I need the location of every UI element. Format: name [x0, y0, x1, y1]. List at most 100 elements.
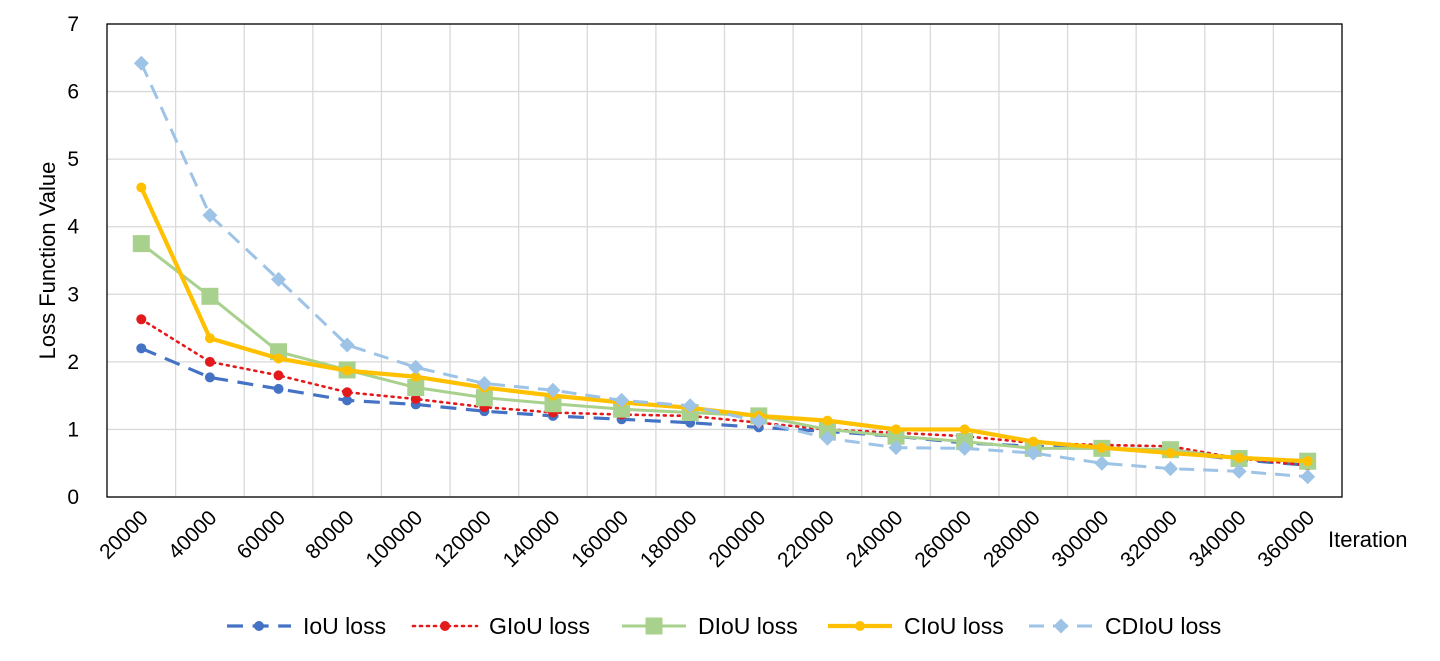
x-tick-label: 340000: [1185, 506, 1251, 572]
data-point: [957, 440, 973, 456]
data-point: [476, 375, 492, 391]
y-tick-label: 1: [67, 418, 79, 441]
data-point: [614, 392, 630, 408]
data-point: [1231, 463, 1247, 479]
data-point: [1302, 456, 1313, 467]
data-point: [271, 271, 287, 287]
x-tick-label: 300000: [1048, 506, 1114, 572]
x-tick-label: 360000: [1253, 506, 1319, 572]
data-point: [273, 370, 284, 381]
x-tick-label: 200000: [705, 506, 771, 572]
data-point: [1028, 436, 1039, 447]
data-point: [273, 383, 284, 394]
legend-marker: [254, 621, 264, 631]
x-tick-label: 220000: [773, 506, 839, 572]
x-tick-label: 80000: [301, 506, 359, 564]
plot-area-border: [106, 23, 1343, 498]
legend-label: CDIoU loss: [1105, 613, 1221, 639]
legend-item: GIoU loss: [411, 613, 590, 639]
legend-marker: [645, 617, 663, 635]
series-line: [140, 317, 1309, 467]
x-axis-title: Iteration: [1328, 527, 1408, 552]
data-point: [136, 182, 147, 193]
data-point: [1162, 461, 1178, 477]
data-point: [204, 333, 215, 344]
data-point: [410, 371, 421, 382]
data-point: [408, 359, 424, 375]
grid: [107, 23, 1342, 498]
x-tick-label: 40000: [164, 506, 222, 564]
y-tick-label: 3: [67, 283, 79, 306]
legend-marker: [1053, 618, 1069, 634]
data-point: [133, 55, 149, 71]
series-ciou-loss: [136, 182, 1313, 467]
y-tick-label: 4: [67, 216, 79, 239]
y-axis-ticks: 0 1 2 3 4 5 6 7: [67, 13, 79, 509]
data-point: [407, 379, 425, 397]
data-point: [819, 430, 835, 446]
legend-item: CDIoU loss: [1029, 613, 1221, 639]
data-point: [204, 356, 215, 367]
x-tick-label: 100000: [361, 506, 427, 572]
legend-marker: [855, 621, 865, 631]
x-tick-label: 20000: [95, 506, 153, 564]
legend-label: IoU loss: [303, 613, 386, 639]
series-line: [139, 186, 1308, 464]
legend-item: CIoU loss: [828, 613, 1004, 639]
legend-item: DIoU loss: [622, 613, 798, 639]
data-point: [339, 337, 355, 353]
data-point: [475, 389, 493, 407]
data-point: [544, 395, 562, 413]
data-point: [204, 372, 215, 383]
series-cdiou-loss: [133, 55, 1316, 485]
data-point: [818, 420, 836, 438]
data-point: [136, 343, 147, 354]
x-tick-label: 140000: [499, 506, 565, 572]
data-point: [751, 413, 767, 429]
data-point: [136, 314, 147, 325]
data-point: [410, 394, 421, 405]
data-point: [959, 424, 970, 435]
data-point: [202, 207, 218, 223]
data-point: [342, 395, 353, 406]
data-point: [1165, 448, 1176, 459]
series-line: [139, 62, 1308, 479]
legend-label: GIoU loss: [489, 613, 590, 639]
data-point: [1096, 442, 1107, 453]
x-tick-label: 180000: [636, 506, 702, 572]
x-tick-label: 240000: [842, 506, 908, 572]
data-point: [822, 415, 833, 426]
legend: IoU loss GIoU loss DIoU loss CIoU loss CDIoU…: [227, 613, 1221, 639]
legend-label: CIoU loss: [904, 613, 1004, 639]
data-point: [342, 387, 353, 398]
y-tick-label: 0: [67, 486, 79, 509]
data-point: [891, 424, 902, 435]
x-tick-label: 260000: [910, 506, 976, 572]
data-point: [342, 365, 353, 376]
y-tick-label: 6: [67, 81, 79, 104]
data-point: [545, 382, 561, 398]
legend-marker: [440, 621, 450, 631]
x-tick-label: 160000: [567, 506, 633, 572]
legend-label: DIoU loss: [698, 613, 798, 639]
x-tick-label: 280000: [979, 506, 1045, 572]
x-axis-ticks: 20000 40000 60000 80000 100000 120000 140000 16…: [95, 506, 1319, 572]
data-point: [1094, 455, 1110, 471]
data-point: [1025, 445, 1041, 461]
y-tick-label: 5: [67, 148, 79, 171]
y-tick-label: 2: [67, 351, 79, 374]
data-point: [132, 235, 150, 253]
data-point: [201, 287, 219, 305]
x-tick-label: 320000: [1116, 506, 1182, 572]
x-tick-label: 120000: [430, 506, 496, 572]
y-axis-title: Loss Function Value: [35, 162, 60, 360]
x-tick-label: 60000: [233, 506, 291, 564]
data-point: [273, 353, 284, 364]
data-point: [1234, 452, 1245, 463]
y-tick-label: 7: [67, 13, 79, 36]
data-point: [1300, 469, 1316, 485]
series-group: [132, 55, 1317, 485]
data-point: [682, 398, 698, 414]
